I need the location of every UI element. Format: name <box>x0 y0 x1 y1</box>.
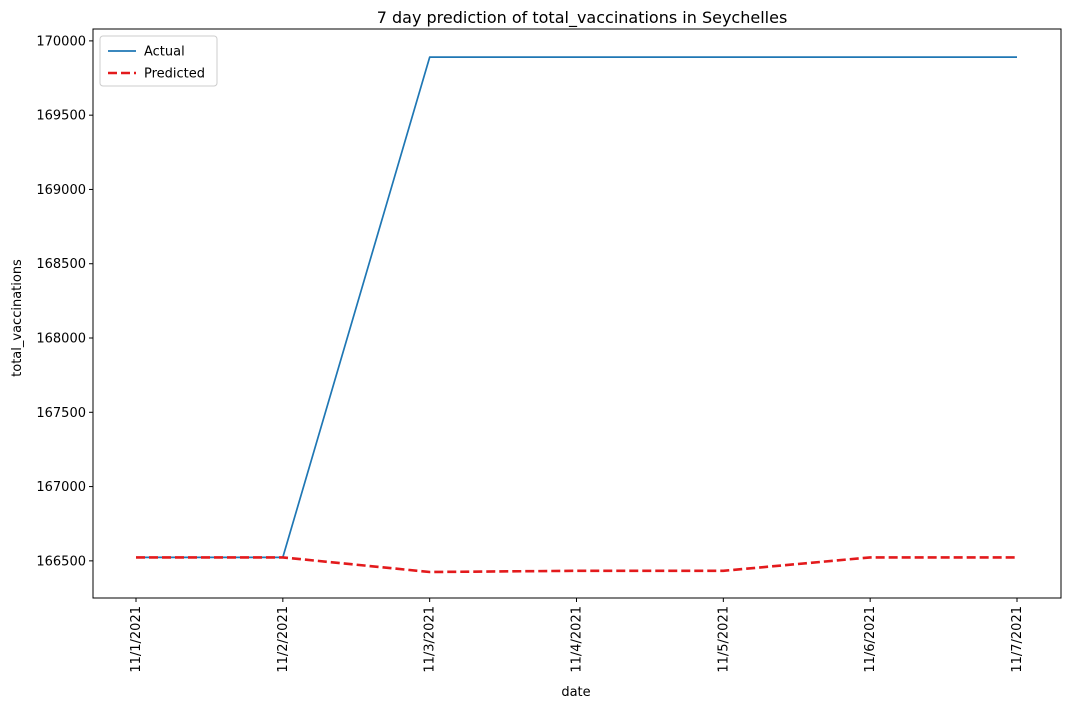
x-tick-label: 11/1/2021 <box>129 606 144 673</box>
y-tick-label: 169000 <box>36 183 86 198</box>
x-tick-label: 11/2/2021 <box>276 606 291 673</box>
y-tick-label: 167500 <box>36 406 86 421</box>
legend-label-predicted: Predicted <box>144 67 205 82</box>
x-axis-label: date <box>561 685 590 700</box>
chart-title: 7 day prediction of total_vaccinations i… <box>377 8 788 28</box>
series-line-predicted <box>136 556 1017 574</box>
legend-label-actual: Actual <box>144 45 185 60</box>
y-tick-label: 169500 <box>36 109 86 124</box>
y-tick-label: 168500 <box>36 257 86 272</box>
y-axis-label: total_vaccinations <box>10 259 25 377</box>
series-layer <box>135 56 1018 574</box>
plot-frame <box>92 28 1062 599</box>
x-tick-label: 11/3/2021 <box>423 606 438 673</box>
x-tick-label: 11/5/2021 <box>716 606 731 673</box>
x-tick-label: 11/7/2021 <box>1010 606 1025 673</box>
x-tick-label: 11/4/2021 <box>570 606 585 673</box>
y-tick-label: 168000 <box>36 332 86 347</box>
x-tick-label: 11/6/2021 <box>863 606 878 673</box>
y-tick-label: 166500 <box>36 554 86 569</box>
y-ticks: 166500 167000 167500 168000 168500 169000 1695… <box>36 34 93 569</box>
series-line-actual <box>136 56 1017 559</box>
x-ticks: 11/1/2021 11/2/2021 11/3/2021 11/4/2021 11/5… <box>129 598 1025 673</box>
y-tick-label: 170000 <box>36 34 86 49</box>
legend: Actual Predicted <box>99 35 218 87</box>
y-tick-label: 167000 <box>36 480 86 495</box>
